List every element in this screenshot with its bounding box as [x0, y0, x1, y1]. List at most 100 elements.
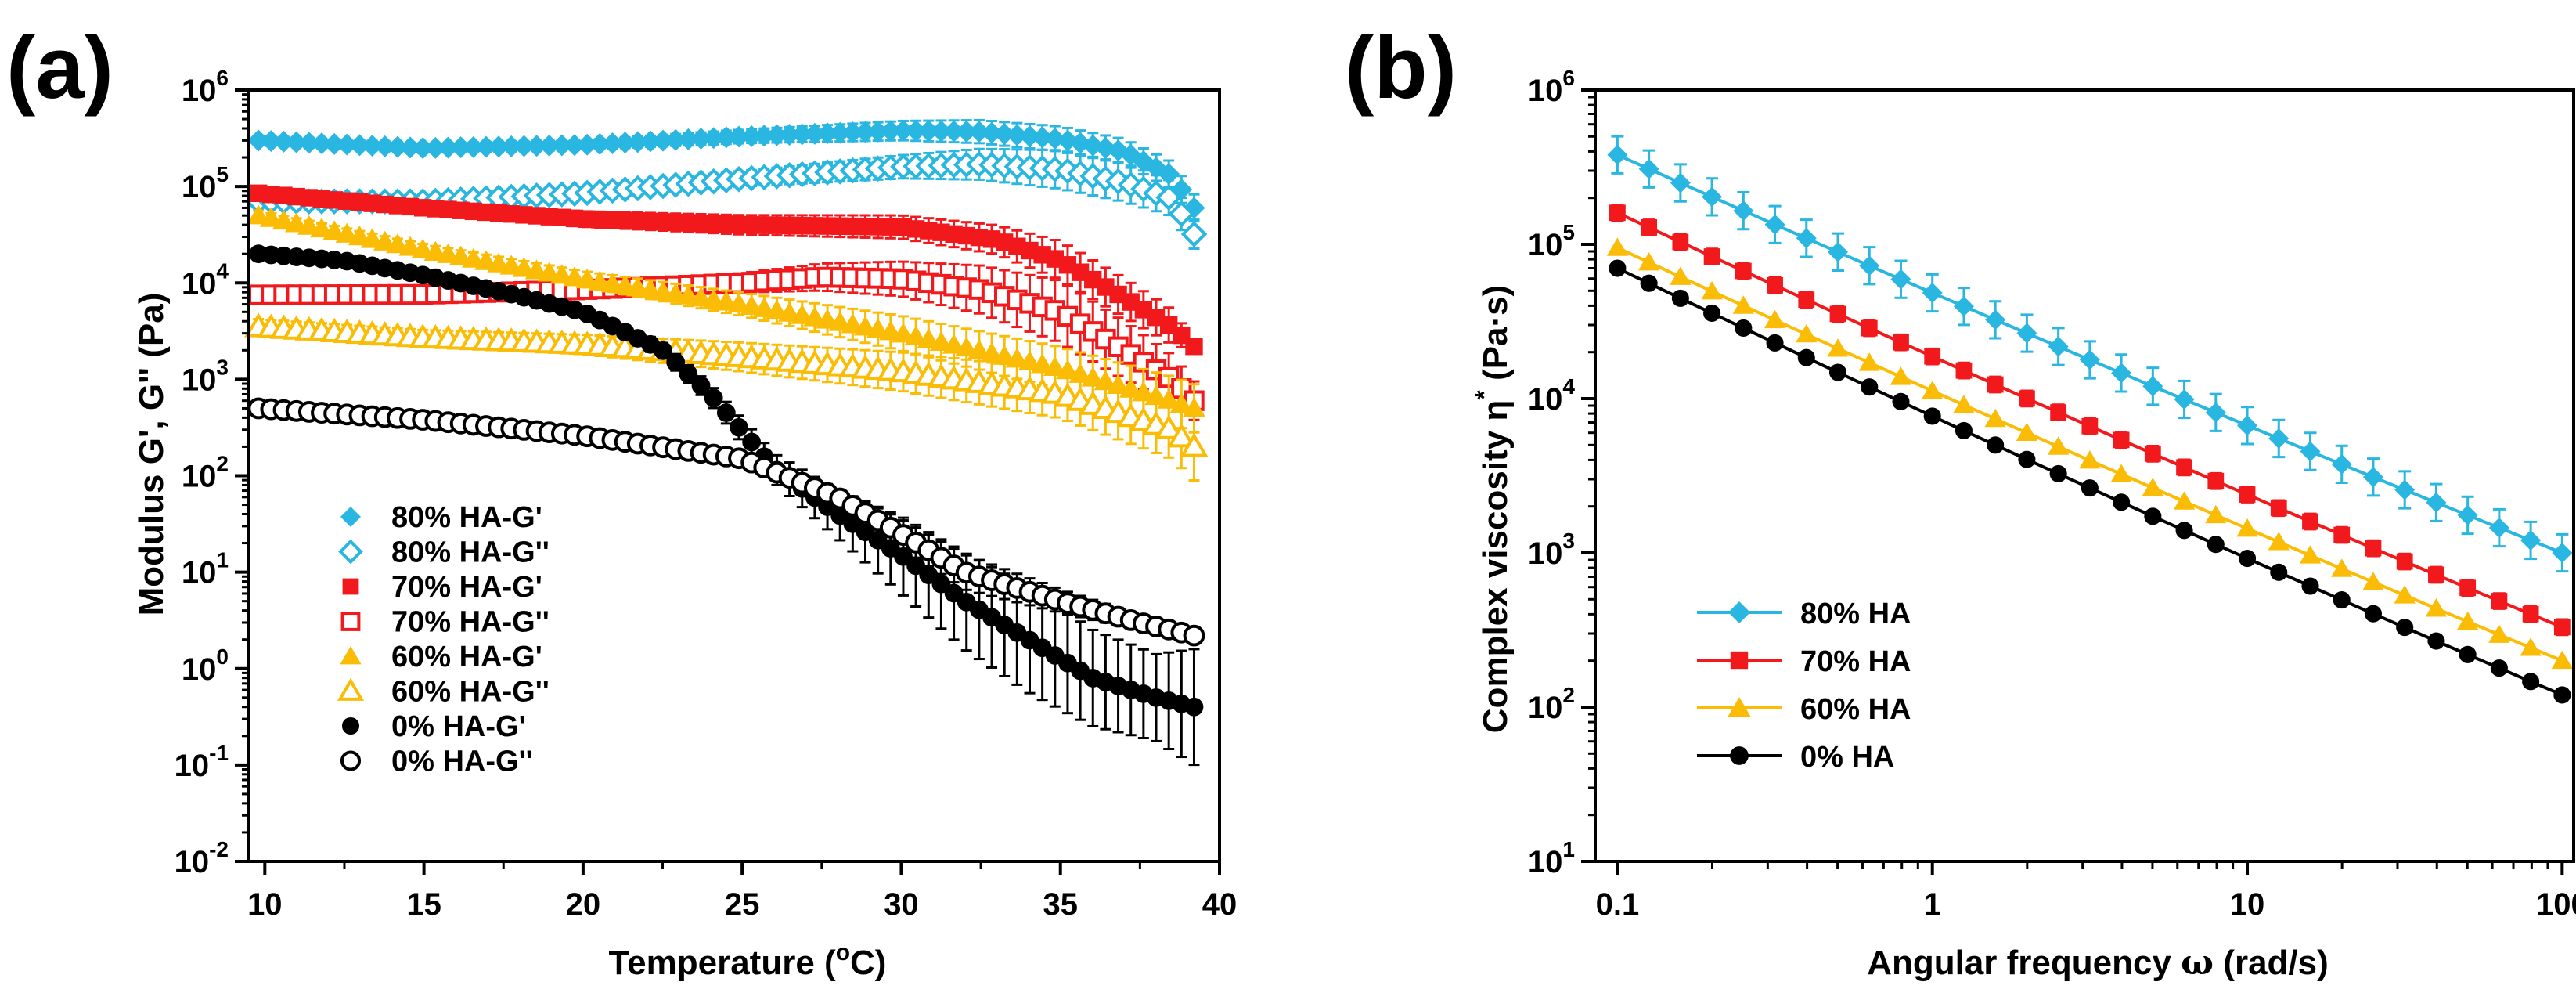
data-point — [1924, 348, 1941, 365]
data-point — [2016, 422, 2038, 442]
series-0 — [1607, 135, 2573, 573]
legend-label: 0% HA-G'' — [391, 745, 533, 778]
data-point — [336, 133, 358, 156]
x-tick-label: 35 — [1043, 887, 1078, 922]
y-tick-label: 105 — [1528, 220, 1575, 262]
data-point — [2522, 605, 2539, 623]
y-tick-label: 102 — [1528, 683, 1575, 725]
data-point — [1797, 348, 1815, 366]
y-tick-label: 100 — [182, 644, 229, 687]
y-tick-label: 106 — [182, 66, 229, 108]
data-point — [2144, 507, 2162, 525]
x-tick-label: 1 — [1924, 887, 1941, 922]
y-tick-label: 103 — [1528, 529, 1575, 571]
data-point — [2396, 619, 2414, 637]
data-point — [2362, 467, 2383, 488]
data-point — [1796, 228, 1817, 249]
data-point — [500, 135, 523, 157]
data-point — [2081, 479, 2099, 497]
data-point — [2270, 563, 2288, 581]
data-point — [2113, 431, 2130, 449]
data-point — [1798, 291, 1815, 309]
data-point — [1018, 125, 1041, 147]
data-point — [1703, 304, 1721, 322]
data-point — [601, 132, 624, 155]
data-point — [1157, 388, 1180, 409]
data-point — [2394, 479, 2416, 500]
panel-b-legend: 80% HA 70% HA 60% HA 0% HA — [1697, 597, 1911, 774]
data-point — [2394, 585, 2416, 604]
data-point — [841, 121, 864, 144]
data-point — [1093, 370, 1118, 391]
legend-marker — [337, 677, 365, 701]
data-point — [1006, 124, 1029, 146]
series-4 — [247, 204, 1206, 434]
panel-b-data — [1606, 135, 2573, 704]
data-point — [437, 136, 459, 159]
data-point — [917, 120, 940, 143]
legend-marker — [340, 507, 361, 527]
data-point — [2333, 591, 2351, 609]
data-point — [2364, 605, 2383, 623]
data-point — [2268, 428, 2290, 449]
data-point — [1829, 305, 1846, 323]
data-point — [1890, 366, 1912, 385]
data-point — [2268, 532, 2290, 551]
legend-marker — [1728, 601, 1750, 623]
data-point — [1703, 248, 1720, 265]
data-point — [1987, 376, 2004, 393]
panel-a-legend: 80% HA-G'80% HA-G''70% HA-G'70% HA-G''60… — [337, 501, 549, 778]
series-1 — [1609, 204, 2571, 637]
data-point — [1890, 269, 1911, 290]
data-point — [1767, 276, 1783, 294]
data-point — [1182, 397, 1206, 417]
data-point — [2302, 513, 2318, 530]
data-point — [967, 121, 990, 143]
data-point — [1637, 251, 1660, 271]
data-point — [1640, 274, 1658, 292]
data-point — [1859, 255, 1880, 276]
panel-b-y-axis-title: Complex viscosity η* (Pa·s) — [1470, 285, 1515, 733]
panel-b-label: (b) — [1345, 19, 1457, 117]
legend-label: 70% HA-G' — [391, 571, 542, 604]
x-tick-label: 10 — [247, 887, 283, 922]
x-tick-label: 100 — [2536, 887, 2576, 922]
data-point — [2520, 530, 2542, 551]
y-tick-label: 101 — [1528, 837, 1575, 879]
data-point — [2396, 553, 2413, 570]
data-point — [2362, 572, 2384, 590]
series-6 — [249, 244, 1204, 767]
data-point — [373, 135, 396, 157]
x-tick-label: 20 — [566, 887, 601, 922]
data-point — [2205, 402, 2226, 423]
data-point — [1702, 186, 1723, 208]
data-point — [803, 122, 826, 145]
data-point — [386, 135, 409, 158]
data-point — [652, 129, 675, 152]
data-point — [866, 120, 889, 143]
data-point — [2144, 445, 2161, 462]
data-point — [2491, 593, 2508, 609]
data-point — [2331, 558, 2353, 577]
y-tick-label: 105 — [182, 162, 229, 204]
legend-marker — [340, 750, 362, 771]
panel-a-label: (a) — [6, 19, 113, 117]
data-point — [1861, 319, 1878, 337]
data-point — [2111, 363, 2132, 384]
legend-marker — [1728, 697, 1751, 717]
data-point — [2016, 323, 2037, 344]
data-point — [2207, 472, 2225, 489]
data-point — [1670, 266, 1692, 285]
data-point — [1987, 436, 2005, 454]
data-point — [2365, 540, 2382, 557]
data-point — [2331, 453, 2352, 475]
data-point — [2301, 577, 2319, 595]
data-point — [1892, 392, 1910, 410]
data-point — [323, 132, 346, 155]
y-tick-label: 106 — [1528, 66, 1575, 108]
data-point — [1922, 381, 1944, 399]
y-tick-label: 101 — [182, 548, 229, 590]
panel-a-axes: 10 15 20 25 30 35 40 10-2 10-1 100 101 102 103 104 105… — [175, 66, 1238, 922]
data-point — [702, 127, 725, 150]
data-point — [412, 137, 434, 160]
